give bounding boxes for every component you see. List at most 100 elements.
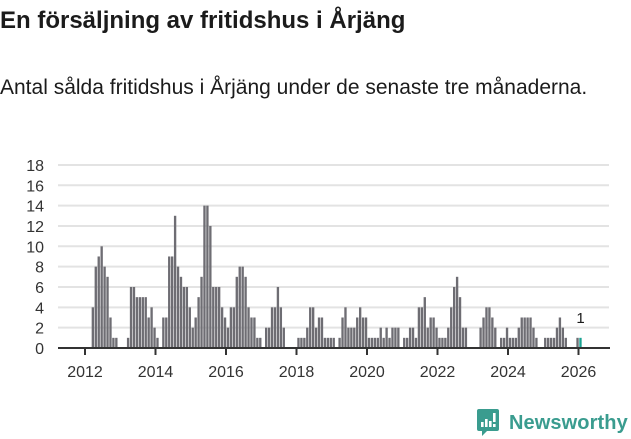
x-tick-label: 2020 [349, 364, 385, 381]
bar [394, 327, 397, 348]
bar [309, 307, 312, 348]
y-tick-label: 18 [26, 158, 44, 175]
bar [191, 327, 194, 348]
bar [397, 327, 400, 348]
brand-name: Newsworthy [509, 411, 628, 434]
bar [388, 337, 391, 348]
bar [173, 215, 177, 348]
bar [447, 327, 450, 348]
bar [429, 317, 432, 348]
bar [247, 307, 250, 348]
bar [494, 327, 497, 348]
bar [106, 276, 109, 348]
bar [435, 327, 438, 348]
bar [270, 307, 274, 348]
bar [432, 317, 435, 348]
x-tick-label: 2012 [67, 364, 103, 381]
bar [109, 317, 112, 348]
y-tick-label: 4 [35, 300, 44, 317]
chart-title: En försäljning av fritidshus i Årjäng [0, 7, 406, 34]
bar [232, 307, 236, 348]
gridlines [58, 163, 609, 329]
bar [329, 337, 332, 348]
bar [235, 276, 238, 348]
bar [482, 317, 485, 348]
bar [179, 276, 183, 348]
chart-subtitle: Antal sålda fritidshus i Årjäng under de… [0, 76, 588, 99]
y-tick-label: 8 [35, 260, 44, 277]
x-axis: 2012 2014 2016 2018 2020 2022 2024 2026 [58, 347, 610, 381]
bar [485, 307, 488, 348]
bar [444, 337, 447, 348]
bar [558, 317, 562, 348]
x-tick-label: 2016 [208, 364, 244, 381]
bar [423, 297, 426, 348]
bar [138, 297, 142, 348]
bar [203, 205, 206, 348]
newsworthy-chart-bubble-icon [477, 409, 499, 436]
bar [241, 266, 244, 348]
bar [209, 225, 212, 348]
y-tick-label: 6 [35, 280, 44, 297]
bar [156, 337, 159, 348]
bar [350, 327, 353, 348]
bar [391, 327, 394, 348]
bar [526, 317, 529, 348]
bar [311, 307, 315, 348]
value-label: 1 [576, 310, 584, 327]
bar [212, 286, 215, 348]
bar [279, 307, 283, 348]
bar [529, 317, 532, 348]
bar [452, 286, 456, 348]
bar [153, 327, 156, 348]
bar [356, 317, 359, 348]
bar [126, 337, 130, 348]
y-tick-label: 14 [26, 199, 44, 216]
bar [147, 317, 150, 348]
bar [276, 286, 280, 348]
bar [373, 337, 377, 348]
bar [188, 307, 191, 348]
bar [217, 286, 221, 348]
bar [150, 307, 153, 348]
bar [488, 307, 491, 348]
bar [491, 317, 494, 348]
y-tick-label: 12 [26, 219, 44, 236]
bar [244, 276, 247, 348]
y-tick-label: 2 [35, 321, 44, 338]
bar [576, 337, 579, 348]
bars [91, 205, 582, 348]
bar [499, 337, 503, 348]
bar [408, 327, 412, 348]
bar [353, 327, 356, 348]
bar [317, 317, 321, 348]
x-tick-label: 2022 [420, 364, 456, 381]
bar [344, 307, 347, 348]
bar [532, 327, 535, 348]
bar [215, 286, 218, 348]
bar [561, 327, 565, 348]
bar [165, 317, 168, 348]
bar [508, 337, 512, 348]
bar [461, 327, 465, 348]
bar [464, 327, 468, 348]
bar [132, 286, 136, 348]
bar [314, 327, 318, 348]
bar [238, 266, 241, 348]
bar [303, 337, 306, 348]
bar [323, 337, 327, 348]
bar [306, 327, 309, 348]
bar [194, 317, 197, 348]
bar [162, 317, 165, 348]
bar [411, 327, 415, 348]
x-tick-label: 2024 [490, 364, 526, 381]
bar [264, 327, 268, 348]
y-tick-label: 0 [35, 341, 44, 358]
bar [326, 337, 330, 348]
bar [517, 327, 520, 348]
x-tick-label: 2026 [561, 364, 597, 381]
bar [182, 286, 186, 348]
bar [520, 317, 523, 348]
bar [250, 317, 253, 348]
